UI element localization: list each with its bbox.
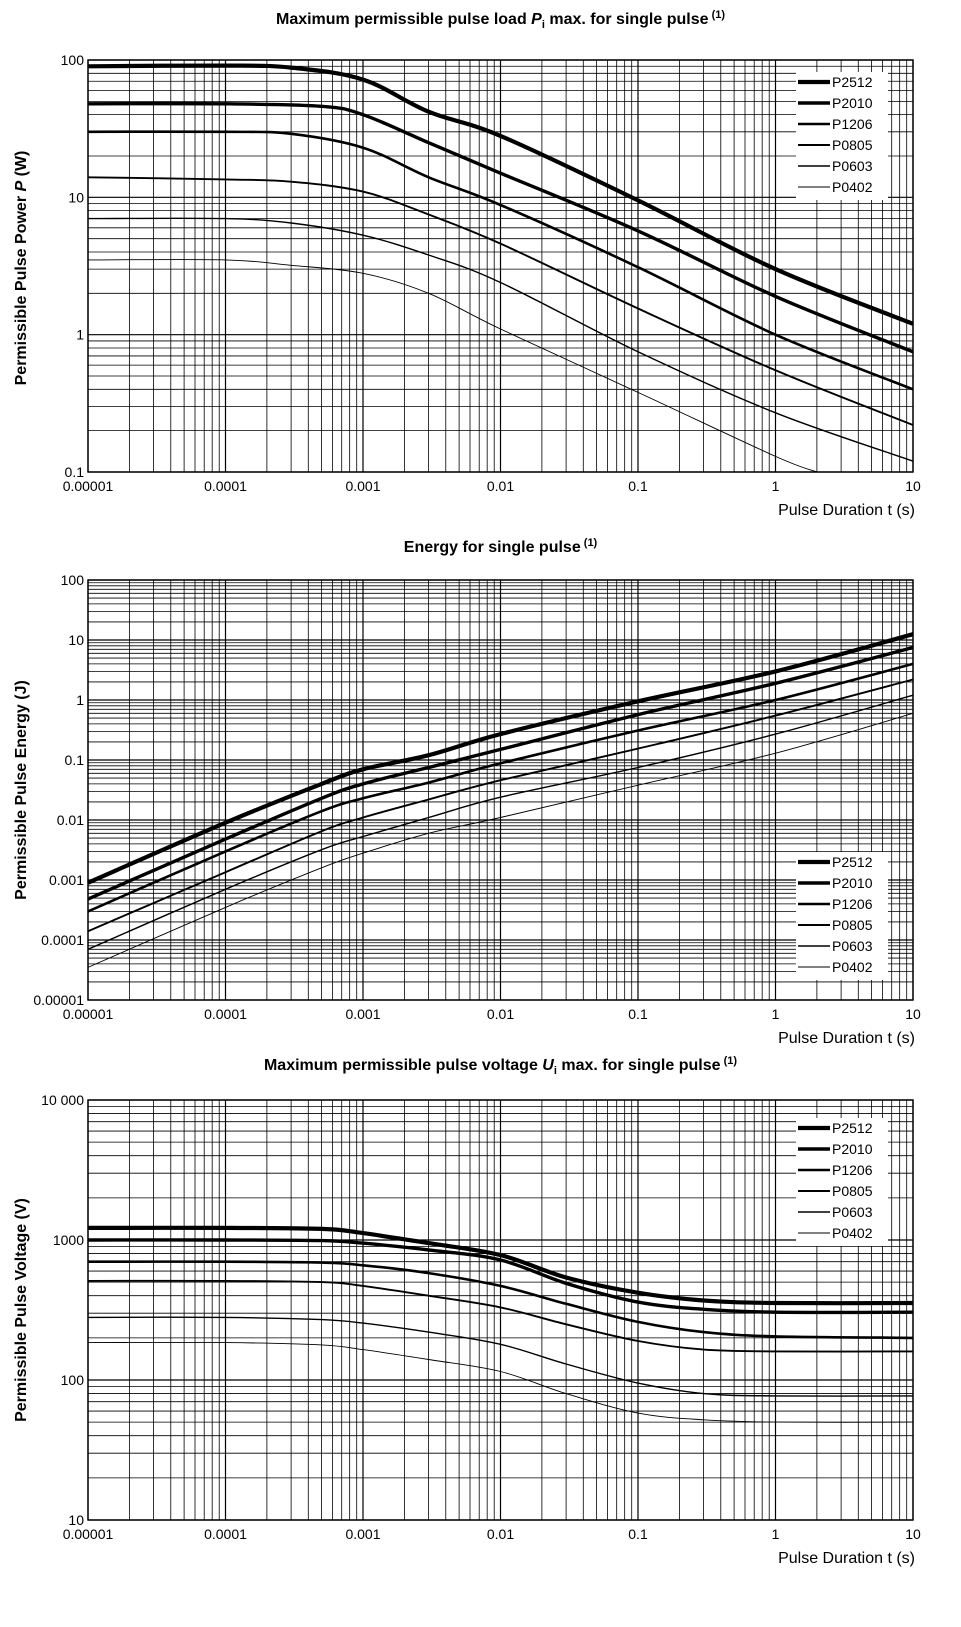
major-grid — [87, 59, 914, 473]
plot-frame — [87, 579, 914, 1001]
y-tick-label: 0.00001 — [33, 992, 84, 1008]
legend-label-p0402: P0402 — [832, 959, 873, 975]
legend: P2512 P2010 P1206 P0805 P0603 P0402 — [796, 852, 888, 980]
y-tick-label: 1000 — [53, 1232, 84, 1248]
x-tick-label: 1 — [772, 1006, 780, 1022]
legend-label-p0603: P0603 — [832, 1204, 873, 1220]
legend-label-p0402: P0402 — [832, 1225, 873, 1241]
chart-title: Maximum permissible pulse load Pi max. f… — [276, 9, 725, 31]
x-tick-label: 0.00001 — [63, 1526, 114, 1542]
y-tick-label: 0.01 — [57, 812, 84, 828]
legend-label-p0805: P0805 — [832, 1183, 873, 1199]
legend-label-p2010: P2010 — [832, 875, 873, 891]
series-line-p1206 — [87, 130, 914, 391]
x-tick-label: 0.001 — [345, 1526, 380, 1542]
x-tick-label: 1 — [772, 478, 780, 494]
chart-title: Maximum permissible pulse voltage Ui max… — [264, 1055, 737, 1077]
x-tick-label: 0.01 — [487, 478, 514, 494]
series-line-p0603 — [87, 1316, 914, 1397]
legend-label-p2010: P2010 — [832, 1141, 873, 1157]
series-line-p0805 — [87, 1279, 914, 1353]
series-line-p0603 — [87, 217, 914, 462]
major-grid — [87, 1099, 914, 1521]
x-tick-label: 0.0001 — [204, 1526, 247, 1542]
plot-frame — [87, 1099, 914, 1521]
series-line-p2512 — [87, 63, 914, 326]
x-tick-label: 0.0001 — [204, 1006, 247, 1022]
x-tick-label: 0.01 — [487, 1526, 514, 1542]
chart-1: Maximum permissible pulse load Pi max. f… — [13, 9, 921, 519]
legend-label-p2512: P2512 — [832, 1120, 873, 1136]
y-axis-label: Permissible Pulse Energy (J) — [13, 680, 30, 900]
series-line-p2512 — [87, 1225, 914, 1306]
series-line-p1206 — [87, 662, 914, 913]
y-tick-label: 0.0001 — [41, 932, 84, 948]
series-line-p0603 — [87, 694, 914, 950]
series-line-p0402 — [87, 712, 914, 968]
series-line-p2010 — [87, 101, 914, 354]
y-tick-label: 0.1 — [65, 752, 85, 768]
y-tick-label: 10 — [68, 1512, 84, 1528]
x-tick-label: 0.1 — [628, 1526, 648, 1542]
x-tick-label: 0.00001 — [63, 1006, 114, 1022]
y-tick-label: 1 — [76, 692, 84, 708]
y-tick-label: 0.1 — [65, 464, 85, 480]
x-tick-label: 10 — [905, 478, 921, 494]
y-tick-label: 100 — [61, 1372, 85, 1388]
legend-label-p0805: P0805 — [832, 137, 873, 153]
y-axis-label: Permissible Pulse Power P (W) — [13, 151, 30, 386]
legend-label-p1206: P1206 — [832, 116, 873, 132]
y-axis-label: Permissible Pulse Voltage (V) — [13, 1198, 30, 1422]
series-line-p0805 — [87, 678, 914, 933]
legend-label-p1206: P1206 — [832, 1162, 873, 1178]
legend-label-p1206: P1206 — [832, 896, 873, 912]
series-line-p1206 — [87, 1260, 914, 1340]
legend-label-p2010: P2010 — [832, 95, 873, 111]
x-tick-label: 0.001 — [345, 478, 380, 494]
legend-label-p2512: P2512 — [832, 854, 873, 870]
x-tick-label: 0.1 — [628, 1006, 648, 1022]
x-axis-label: Pulse Duration t (s) — [778, 1550, 915, 1567]
legend: P2512 P2010 P1206 P0805 P0603 P0402 — [796, 1118, 888, 1246]
legend-label-p2512: P2512 — [832, 74, 873, 90]
y-tick-label: 100 — [61, 572, 85, 588]
y-tick-label: 1 — [76, 327, 84, 343]
chart-2: Energy for single pulse (1) 0.00001 0.0001… — [13, 537, 921, 1047]
y-tick-label: 10 — [68, 189, 84, 205]
series-line-p2010 — [87, 645, 914, 901]
x-tick-label: 10 — [905, 1526, 921, 1542]
series-line-p0805 — [87, 176, 914, 426]
plot-frame — [87, 59, 914, 473]
legend-label-p0603: P0603 — [832, 158, 873, 174]
legend-label-p0402: P0402 — [832, 179, 873, 195]
x-tick-label: 0.0001 — [204, 478, 247, 494]
x-tick-label: 10 — [905, 1006, 921, 1022]
x-tick-label: 1 — [772, 1526, 780, 1542]
x-tick-label: 0.01 — [487, 1006, 514, 1022]
legend: P2512 P2010 P1206 P0805 P0603 P0402 — [796, 72, 888, 200]
y-tick-label: 10 — [68, 632, 84, 648]
legend-label-p0603: P0603 — [832, 938, 873, 954]
x-axis-label: Pulse Duration t (s) — [778, 1030, 915, 1047]
y-tick-label: 100 — [61, 52, 85, 68]
y-tick-label: 0.001 — [49, 872, 84, 888]
chart-3: Maximum permissible pulse voltage Ui max… — [13, 1055, 921, 1567]
x-axis-label: Pulse Duration t (s) — [778, 502, 915, 519]
y-tick-label: 10 000 — [41, 1092, 84, 1108]
x-tick-label: 0.001 — [345, 1006, 380, 1022]
series-line-p2512 — [87, 632, 914, 885]
series-line-p0402 — [87, 259, 818, 473]
series-line-p2010 — [87, 1238, 914, 1315]
x-tick-label: 0.1 — [628, 478, 648, 494]
x-tick-label: 0.00001 — [63, 478, 114, 494]
series-line-p0402 — [87, 1341, 914, 1423]
chart-title: Energy for single pulse (1) — [404, 537, 598, 556]
legend-label-p0805: P0805 — [832, 917, 873, 933]
